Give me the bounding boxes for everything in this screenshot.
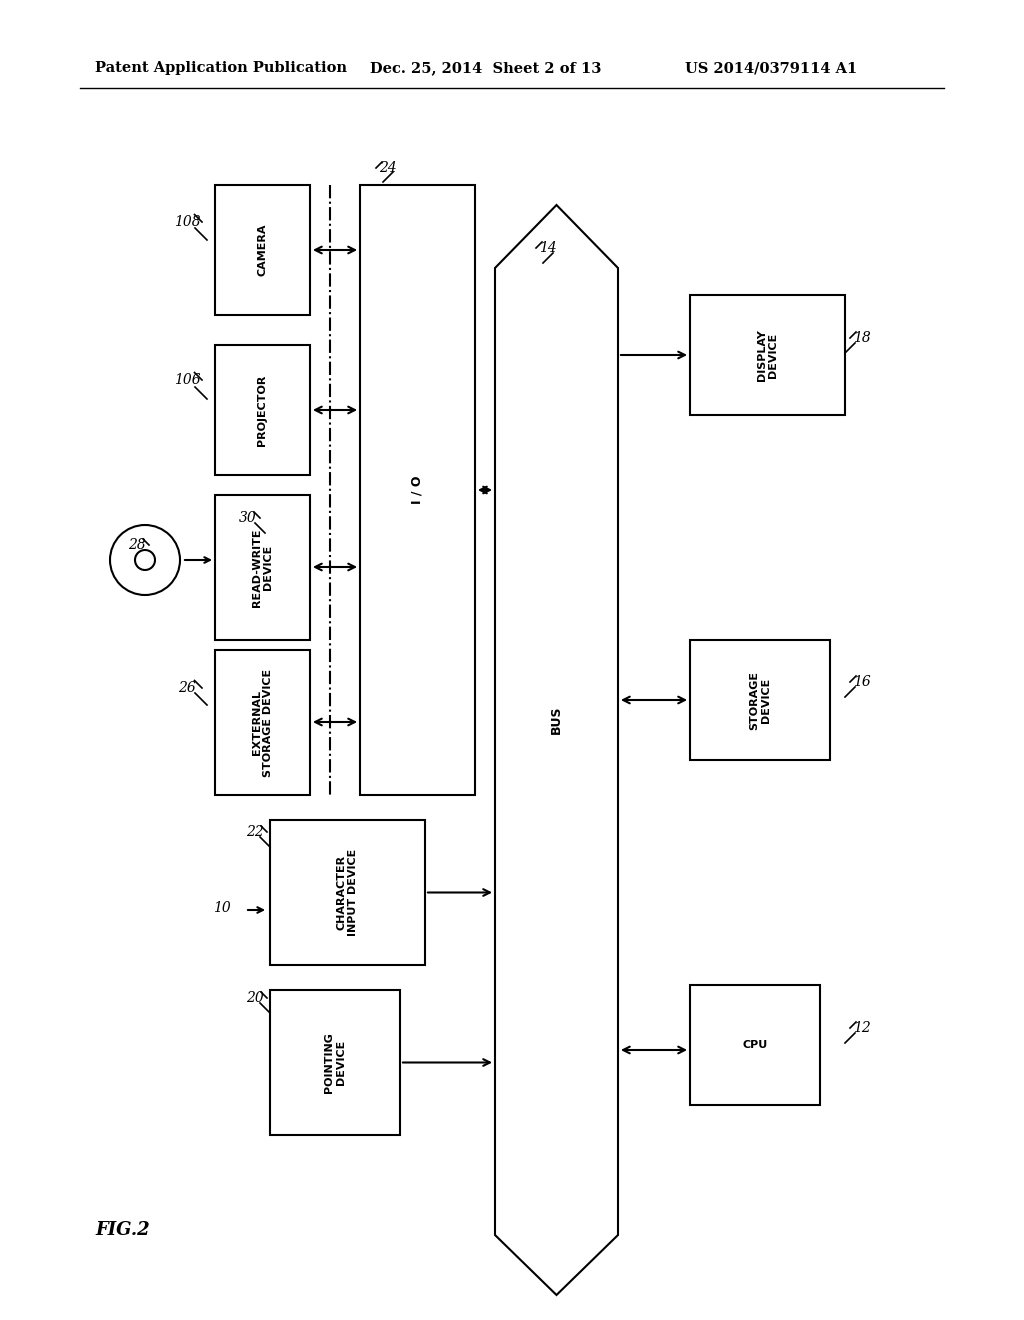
Text: 16: 16: [853, 675, 870, 689]
Text: 12: 12: [853, 1020, 870, 1035]
Bar: [215, 649, 310, 795]
Text: I / O: I / O: [411, 475, 424, 504]
Text: Patent Application Publication: Patent Application Publication: [95, 61, 347, 75]
Text: STORAGE
DEVICE: STORAGE DEVICE: [750, 671, 771, 730]
Bar: [215, 495, 310, 640]
Bar: [690, 294, 845, 414]
Text: READ-WRITE
DEVICE: READ-WRITE DEVICE: [252, 528, 273, 607]
Circle shape: [135, 550, 155, 570]
Bar: [690, 985, 820, 1105]
Bar: [215, 185, 310, 315]
Text: FIG.2: FIG.2: [95, 1221, 150, 1239]
Bar: [360, 185, 475, 795]
Text: CHARACTER
INPUT DEVICE: CHARACTER INPUT DEVICE: [337, 849, 358, 936]
Text: CAMERA: CAMERA: [257, 224, 267, 276]
Text: POINTING
DEVICE: POINTING DEVICE: [325, 1032, 346, 1093]
Circle shape: [110, 525, 180, 595]
Text: Dec. 25, 2014  Sheet 2 of 13: Dec. 25, 2014 Sheet 2 of 13: [370, 61, 601, 75]
Text: BUS: BUS: [550, 706, 562, 734]
Text: 10: 10: [213, 902, 230, 915]
Text: 108: 108: [174, 215, 201, 228]
Text: 14: 14: [539, 242, 557, 255]
Bar: [270, 820, 425, 965]
Bar: [270, 990, 400, 1135]
Text: 106: 106: [174, 374, 201, 387]
Text: 24: 24: [379, 161, 397, 176]
Text: 30: 30: [240, 511, 257, 525]
Text: 28: 28: [128, 539, 145, 552]
Text: EXTERNAL
STORAGE DEVICE: EXTERNAL STORAGE DEVICE: [252, 668, 273, 776]
Text: US 2014/0379114 A1: US 2014/0379114 A1: [685, 61, 857, 75]
Text: 20: 20: [246, 991, 264, 1005]
Text: 22: 22: [246, 825, 264, 840]
Bar: [215, 345, 310, 475]
Text: 26: 26: [178, 681, 196, 696]
Text: DISPLAY
DEVICE: DISPLAY DEVICE: [757, 329, 778, 381]
Text: 18: 18: [853, 331, 870, 345]
Bar: [690, 640, 830, 760]
Text: PROJECTOR: PROJECTOR: [257, 375, 267, 446]
Polygon shape: [495, 205, 618, 1295]
Text: CPU: CPU: [742, 1040, 768, 1049]
